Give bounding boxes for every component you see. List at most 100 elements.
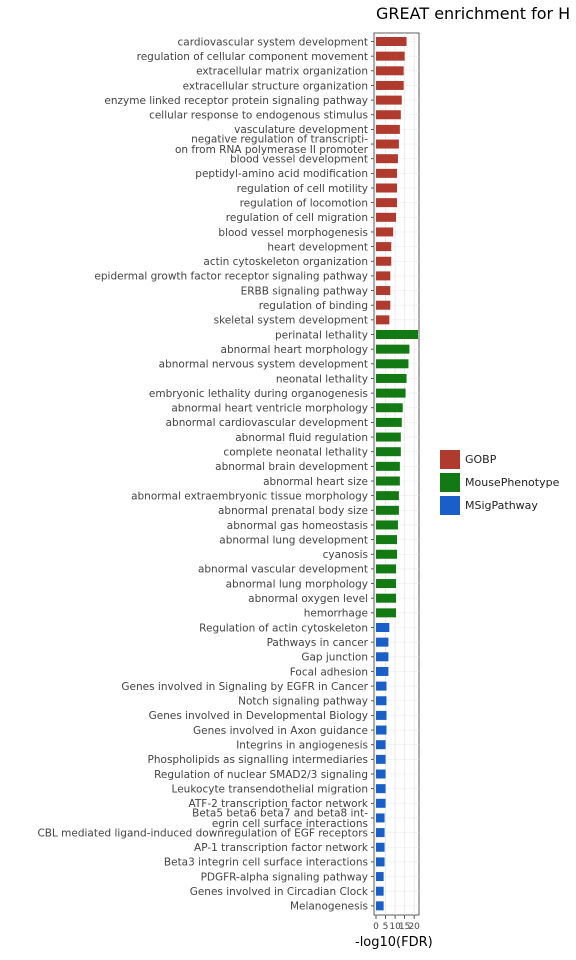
y-tick-label: embryonic lethality during organogenesis [149, 388, 368, 400]
bar [376, 271, 391, 281]
y-tick-label: PDGFR-alpha signaling pathway [201, 871, 368, 883]
bar [376, 740, 386, 750]
y-tick-label: perinatal lethality [275, 329, 368, 341]
bar [376, 447, 401, 457]
bar [376, 520, 398, 530]
y-tick-label: abnormal lung development [219, 534, 368, 546]
y-tick-label: abnormal brain development [215, 461, 368, 473]
bar [376, 754, 386, 764]
y-tick-label: extracellular matrix organization [196, 66, 368, 78]
bar [376, 198, 397, 208]
bar [376, 95, 402, 105]
bar [376, 66, 404, 76]
y-tick-label: regulation of locomotion [240, 197, 368, 209]
y-tick-label: Melanogenesis [290, 901, 368, 913]
bar [376, 80, 404, 90]
y-tick-label: blood vessel morphogenesis [218, 227, 368, 239]
y-tick-label: actin cytoskeleton organization [203, 256, 368, 268]
y-tick-label: abnormal lung morphology [226, 578, 368, 590]
bar [376, 227, 394, 237]
y-tick-label: epidermal growth factor receptor signali… [94, 271, 368, 283]
y-tick-label: Beta5 beta6 beta7 and beta8 int-egrin ce… [192, 808, 368, 831]
bar [376, 417, 402, 427]
y-tick-label: complete neonatal lethality [223, 447, 368, 459]
legend: GOBP MousePhenotype MSigPathway [440, 448, 559, 517]
y-tick-label: negative regulation of transcripti-on fr… [175, 134, 369, 157]
bar [376, 784, 386, 794]
plot-panel [373, 32, 420, 916]
bar [376, 183, 397, 193]
bar [376, 857, 385, 867]
y-tick-label: Genes involved in Circadian Clock [190, 886, 369, 898]
bar [376, 388, 406, 398]
bar [376, 37, 407, 46]
bar [376, 725, 387, 735]
y-tick-label: abnormal heart size [263, 476, 368, 488]
chart-title: GREAT enrichment for H [376, 4, 571, 23]
y-tick-label: Gap junction [301, 652, 368, 664]
x-tick-label: 10 [389, 922, 401, 932]
legend-item: MousePhenotype [440, 471, 559, 494]
y-tick-label: abnormal heart ventricle morphology [171, 403, 368, 415]
y-tick-label: Pathways in cancer [267, 637, 369, 649]
y-tick-label: abnormal prenatal body size [218, 505, 368, 517]
y-tick-label: abnormal vascular development [198, 564, 368, 576]
x-tick-label: 15 [399, 922, 410, 932]
legend-item: MSigPathway [440, 494, 559, 517]
bar [376, 623, 390, 632]
bar [376, 564, 397, 574]
bar [376, 769, 386, 779]
y-tick-label: peptidyl-amino acid modification [195, 168, 368, 180]
legend-swatch [440, 450, 460, 469]
y-tick-label: Regulation of nuclear SMAD2/3 signaling [154, 769, 368, 781]
y-tick-label: ATF-2 transcription factor network [189, 798, 369, 810]
bar [376, 637, 389, 647]
bar [376, 461, 400, 471]
bar [376, 681, 387, 691]
legend-item: GOBP [440, 448, 559, 471]
bar [376, 608, 397, 618]
y-tick-label: Genes involved in Signaling by EGFR in C… [121, 681, 368, 693]
bar [376, 432, 401, 442]
bar [376, 593, 397, 603]
bar [376, 168, 397, 178]
y-tick-label: abnormal cardiovascular development [166, 417, 368, 429]
bar [376, 828, 385, 838]
y-tick-label: Genes involved in Developmental Biology [149, 710, 368, 722]
legend-swatch [440, 496, 460, 515]
y-tick-label: ERBB signaling pathway [241, 285, 368, 297]
bar [376, 696, 387, 706]
y-tick-label: enzyme linked receptor protein signaling… [104, 95, 368, 107]
y-tick-label: abnormal gas homeostasis [227, 520, 368, 532]
bar [376, 212, 397, 222]
bar [376, 344, 410, 354]
bar [376, 286, 391, 296]
bar [376, 872, 384, 882]
y-tick-label: cellular response to endogenous stimulus [149, 110, 368, 122]
y-tick-label: Integrins in angiogenesis [236, 740, 368, 752]
bar [376, 813, 385, 823]
x-tick-label: 20 [408, 922, 420, 932]
bar [376, 652, 389, 662]
bar [376, 476, 400, 486]
y-tick-label: extracellular structure organization [183, 80, 368, 92]
y-tick-label: Beta3 integrin cell surface interactions [164, 857, 368, 869]
bar [376, 51, 405, 61]
y-tick-label: regulation of binding [259, 300, 368, 312]
bar [376, 666, 389, 676]
y-tick-label: hemorrhage [304, 608, 368, 620]
y-tick-label: cyanosis [323, 549, 368, 561]
bar [376, 373, 407, 383]
y-tick-label: AP-1 transcription factor network [194, 842, 369, 854]
bars [376, 37, 418, 911]
y-tick-label: Genes involved in Axon guidance [193, 725, 368, 737]
y-tick-label: cardiovascular system development [178, 36, 368, 48]
bar [376, 710, 387, 720]
legend-swatch [440, 473, 460, 492]
bar [376, 242, 392, 252]
y-tick-label: regulation of cellular component movemen… [137, 51, 368, 63]
bar [376, 549, 397, 559]
bar [376, 124, 400, 134]
bar [376, 901, 384, 911]
y-tick-label: CBL mediated ligand-induced downregulati… [37, 827, 368, 839]
